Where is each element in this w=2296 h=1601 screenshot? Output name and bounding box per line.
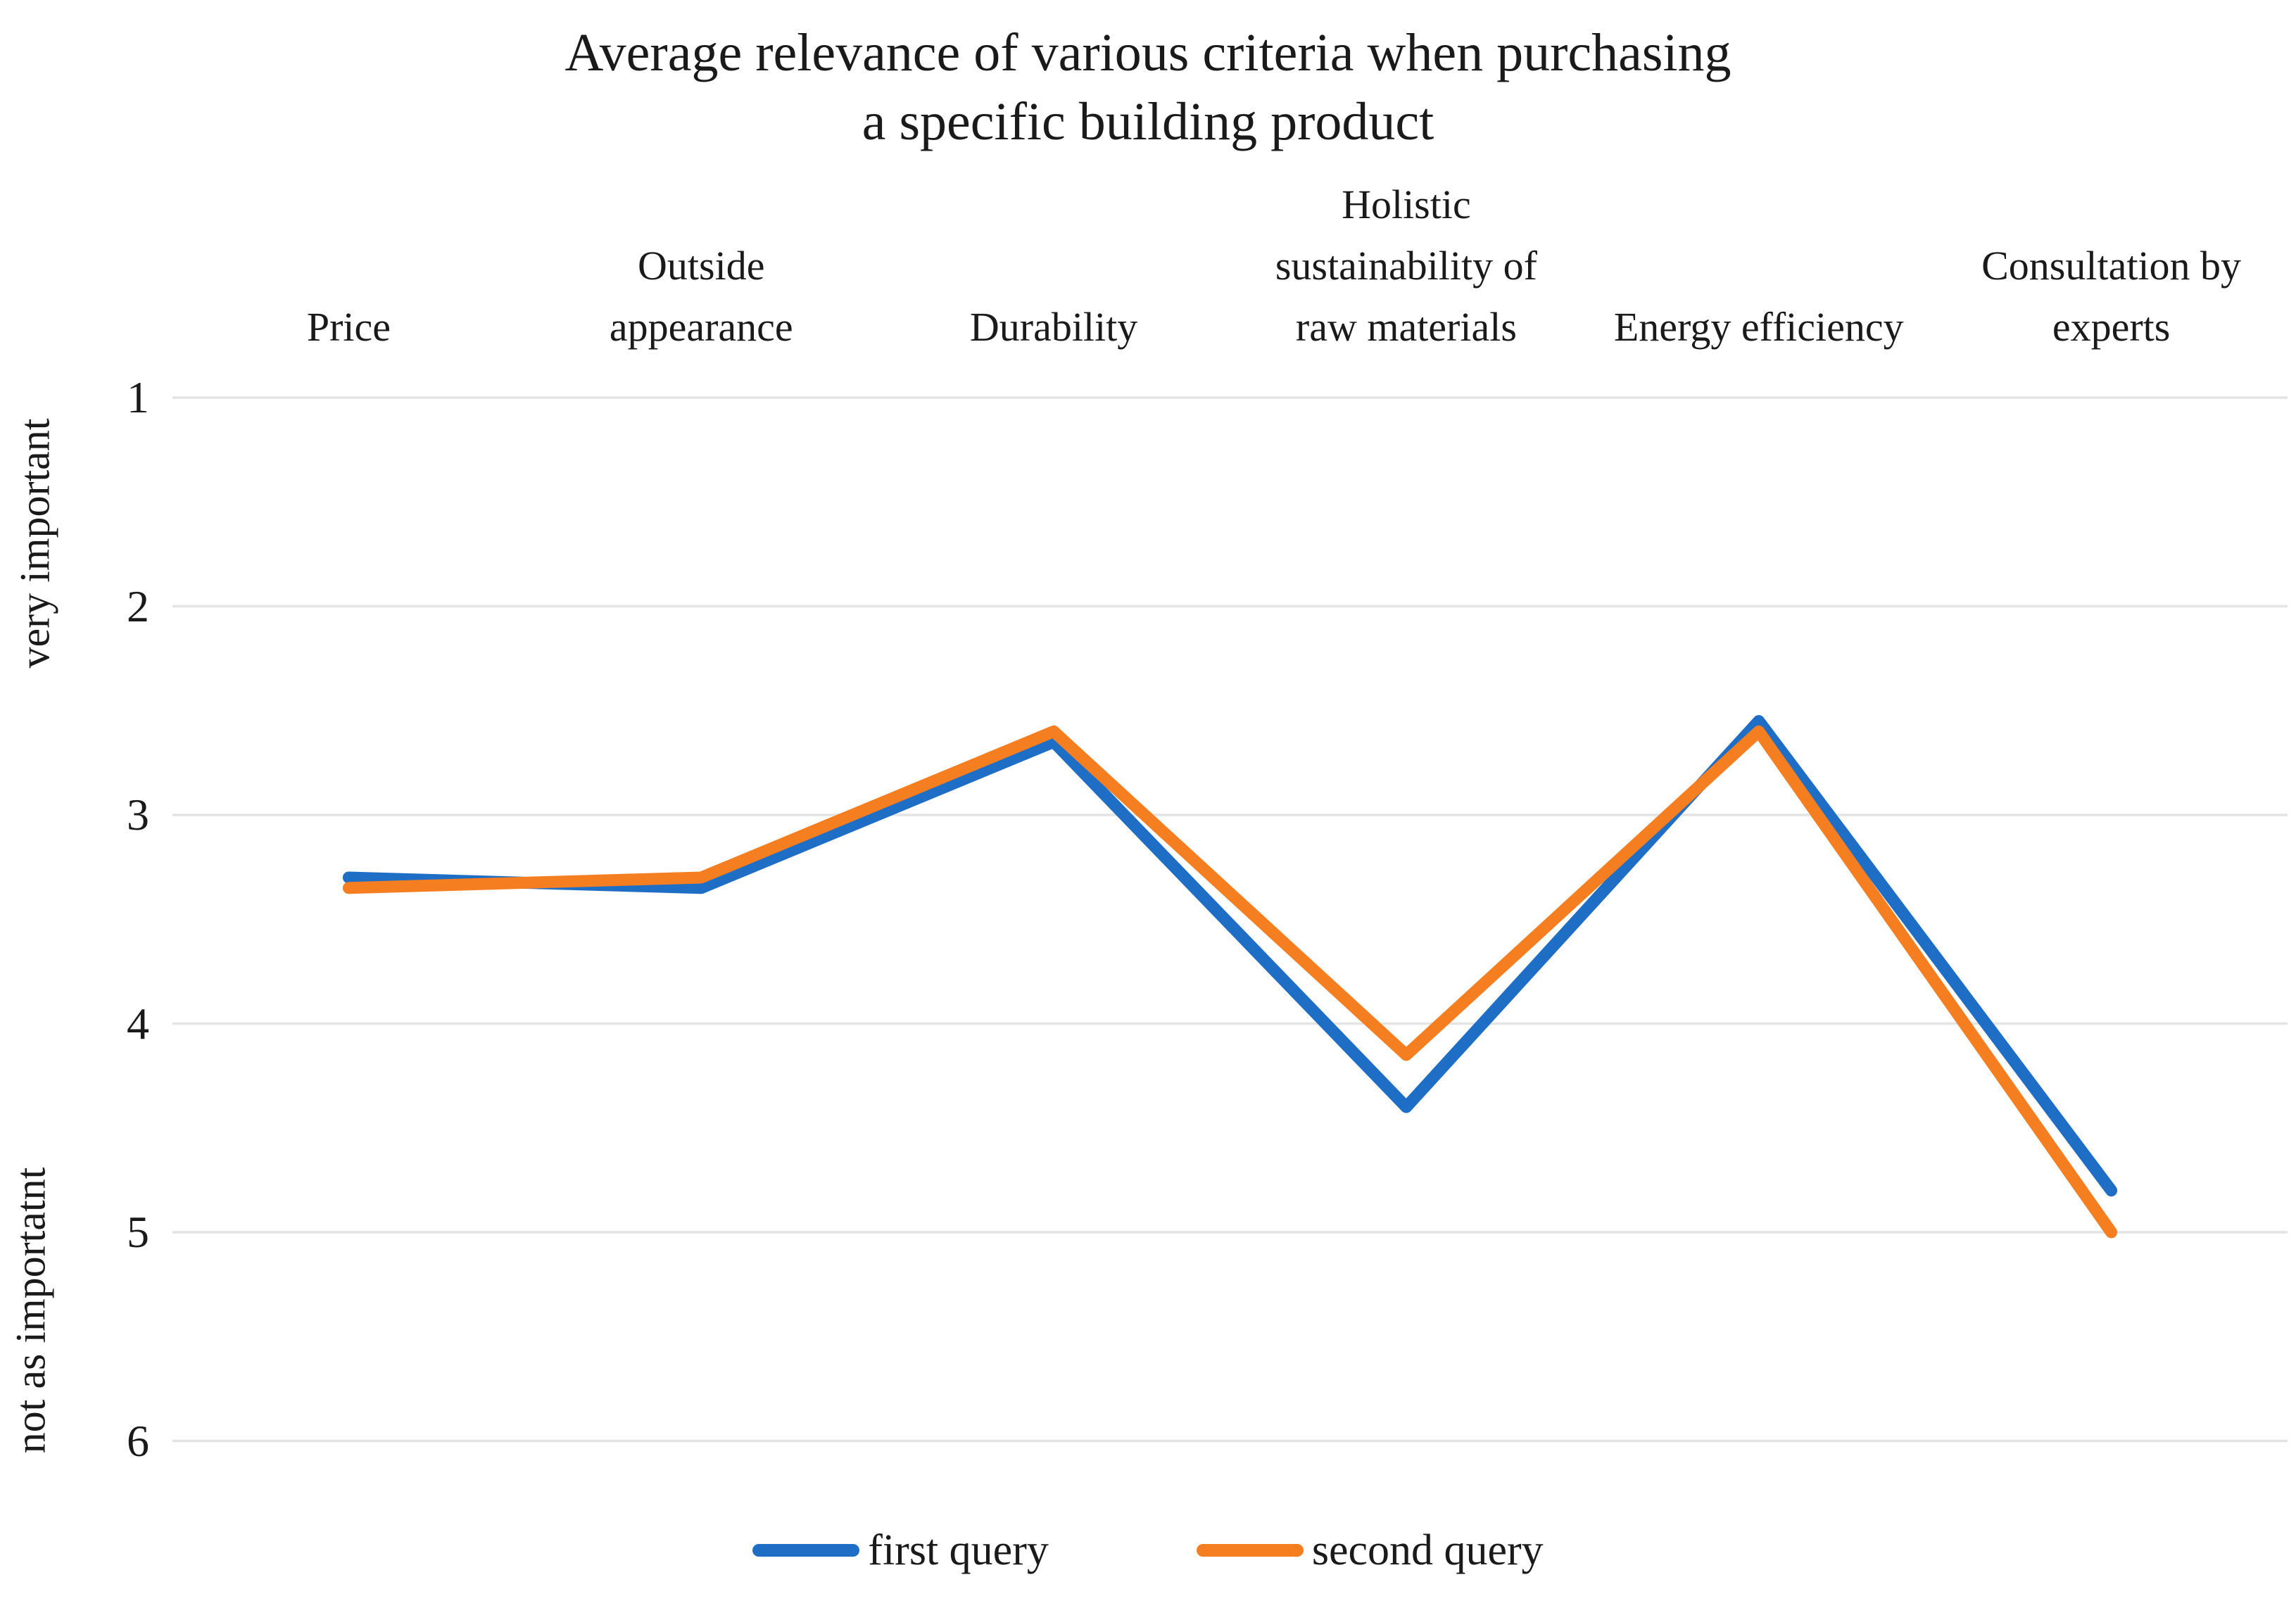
y-tick-label-6: 6: [127, 1415, 149, 1466]
y-tick-label-2: 2: [127, 581, 149, 631]
category-label-price: Price: [306, 304, 391, 350]
legend-item-second-query: second query: [1196, 1526, 1544, 1575]
y-tick-label-1: 1: [127, 372, 149, 422]
category-label-durability: Durability: [969, 304, 1138, 350]
legend: first query second query: [0, 1512, 2296, 1589]
y-tick-label-3: 3: [127, 790, 149, 840]
y-tick-label-5: 5: [127, 1207, 149, 1257]
legend-swatch-second-query: [1196, 1544, 1304, 1557]
legend-label-first-query: first query: [868, 1526, 1049, 1574]
category-label-energy-efficiency: Energy efficiency: [1613, 304, 1904, 350]
category-label-consultation-by-experts: Consultation by experts: [1981, 243, 2242, 350]
series-line-first-query: [342, 715, 2118, 1197]
chart-title: Average relevance of various criteria wh…: [564, 23, 1732, 151]
y-tick-label-4: 4: [127, 998, 149, 1049]
category-label-outside-appearance: Outside appearance: [609, 243, 793, 350]
legend-label-second-query: second query: [1311, 1526, 1544, 1574]
legend-item-first-query: first query: [752, 1526, 1049, 1575]
legend-swatch-first-query: [752, 1544, 860, 1557]
series-line-second-query: [342, 725, 2118, 1239]
category-label-holistic-sustainability-of-raw-materials: Holistic sustainability of raw materials: [1275, 182, 1537, 350]
